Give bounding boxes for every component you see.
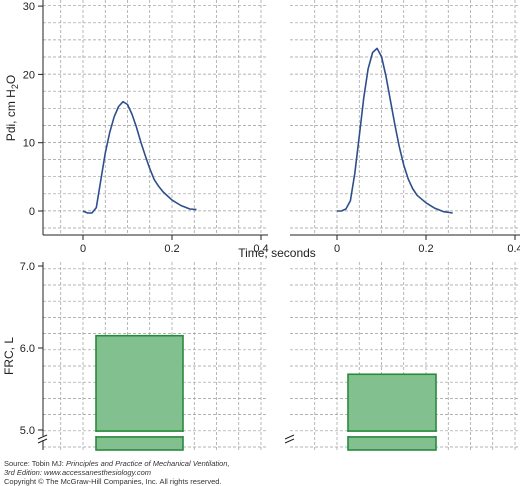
xtick-label: 0 [80, 243, 86, 255]
frc-bar-bottom-right [347, 373, 437, 451]
ylabel-part: Pdi, cm H [4, 89, 18, 141]
xtick-label: 0.4 [253, 243, 268, 255]
axis-break-gap [285, 436, 295, 440]
source-edition: 3rd Edition: www.accessanesthesiology.co… [4, 468, 152, 477]
axis-break-gap [38, 436, 48, 440]
ytick-label: 10 [23, 138, 35, 150]
ytick-label-frc: 5.0 [20, 425, 35, 437]
xtick-label: 0.2 [418, 243, 433, 255]
source-line-1: Source: Tobin MJ: Principles and Practic… [4, 459, 230, 468]
ytick-label-frc: 6.0 [20, 343, 35, 355]
source-note: Source: Tobin MJ: Principles and Practic… [4, 459, 230, 486]
ytick-label: 20 [23, 69, 35, 81]
axis-break-mark [37, 434, 48, 440]
bar-break-band [347, 432, 437, 436]
axis-break-mark [284, 438, 295, 444]
ylabel-part: O [4, 75, 18, 84]
source-title: Principles and Practice of Mechanical Ve… [65, 459, 230, 468]
ylabel-bottom: FRC, L [2, 337, 16, 375]
xtick-label: 0.4 [507, 243, 520, 255]
ylabel-subscript: 2 [10, 84, 20, 89]
xtick-label: 0 [334, 243, 340, 255]
axis-break-mark [37, 438, 48, 444]
ylabel-top: Pdi, cm H2O [4, 75, 20, 141]
ytick-label: 0 [29, 206, 35, 218]
bar-break-band [95, 432, 184, 436]
pdi-line-top-left [82, 100, 197, 214]
source-prefix: Source: Tobin MJ: [4, 459, 66, 468]
source-line-3: Copyright © The McGraw-Hill Companies, I… [4, 477, 222, 486]
axis-break-mark [284, 434, 295, 440]
xtick-label: 0.2 [164, 243, 179, 255]
xlabel-top: Time, seconds [238, 246, 316, 260]
source-line-2: 3rd Edition: www.accessanesthesiology.co… [4, 468, 230, 477]
ytick-label-frc: 7.0 [20, 261, 35, 273]
ytick-label: 30 [23, 1, 35, 13]
pdi-line-top-right [337, 47, 453, 214]
